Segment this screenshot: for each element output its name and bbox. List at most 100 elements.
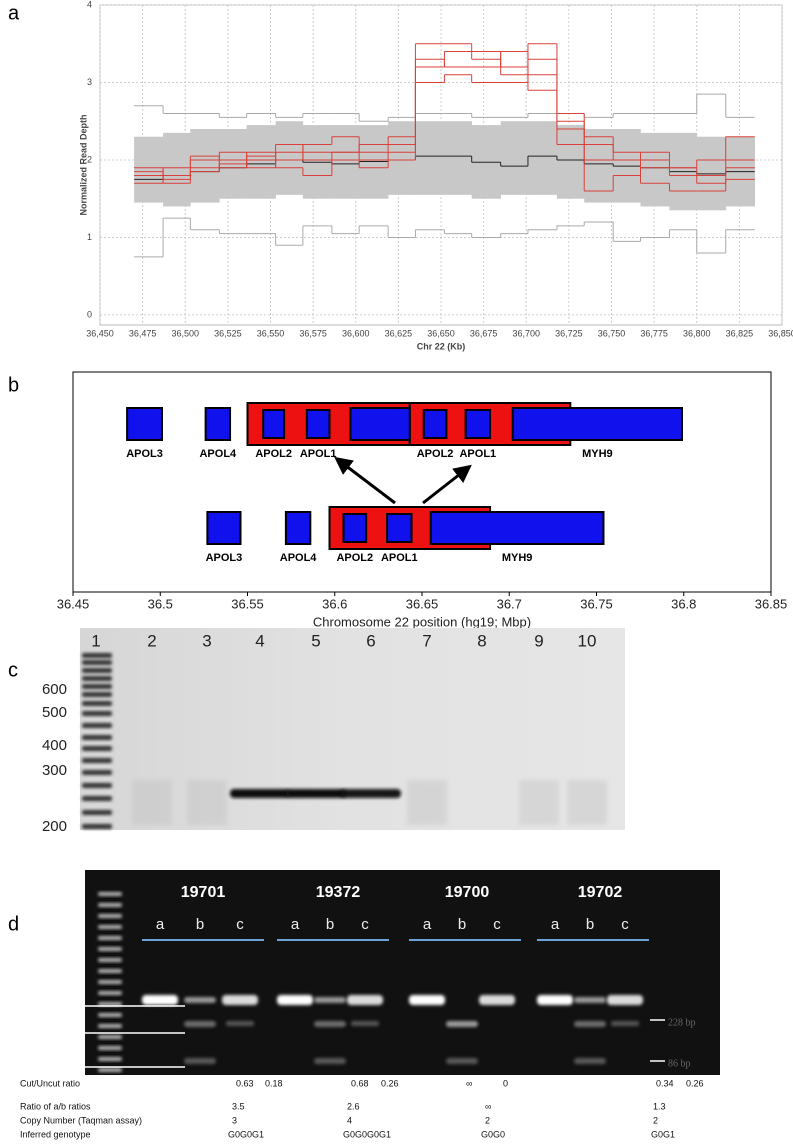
gene [511,407,684,441]
gel-band [98,1068,122,1072]
x-axis-title: Chr 22 (Kb) [417,341,466,351]
lane-label: 4 [255,631,264,650]
series [134,217,755,258]
gene-label: APOL1 [300,448,337,460]
gel-band [347,995,383,1005]
x-tick-label: 36,775 [640,328,668,338]
gel-band [82,653,112,658]
gel-band [98,1057,122,1061]
gel-band [82,824,112,829]
row-label: Inferred genotype [20,1129,91,1139]
x-tick-label: 36,825 [726,328,754,338]
panel-label: d [8,913,19,935]
gel-band [314,1021,346,1027]
x-tick-label: 36.85 [755,596,788,611]
lane-label: 6 [366,631,375,650]
gel-band [286,789,346,798]
x-tick-label: 36.7 [497,596,522,611]
panel-label: a [8,2,20,24]
lane-label: 1 [91,631,100,650]
x-tick-label: 36.75 [580,596,613,611]
gene [262,409,286,439]
ladder-label: 600 [42,681,67,698]
gel-band [222,995,258,1005]
band [444,121,472,195]
gel-band [82,746,112,751]
y-axis-title: Normalized Read Depth [78,114,88,215]
gel-band [574,1021,606,1027]
gel-smear [567,780,607,825]
lane-label: a [291,916,300,933]
gel-band [82,676,112,681]
gel-band [82,796,112,801]
x-tick-label: 36.5 [148,596,173,611]
gel-smear [187,780,227,825]
gel-band [277,995,313,1005]
gel-band [98,980,122,984]
gel-band [341,789,401,798]
gene-label: APOL1 [459,448,496,460]
gel-band [82,660,112,665]
gene [464,409,492,439]
gel-band [351,1021,379,1026]
band [500,121,529,195]
lane-label: 8 [477,631,486,650]
band [640,132,670,207]
y-tick-label: 2 [87,154,92,164]
gel-smear [407,780,447,825]
size-marker: 228 bp [668,1017,696,1028]
gel-band [184,1058,216,1064]
x-axis-title: Chromosome 22 position (hg19; Mbp) [313,614,531,629]
lane-label: c [236,916,244,933]
series [134,50,755,192]
arrow [422,464,472,505]
cell: 4 [347,1115,352,1125]
cell: G0G0G1 [228,1129,264,1139]
gene-label: APOL3 [126,448,163,460]
gel-band [82,770,112,775]
gel-smear [132,780,172,825]
lane-label: b [586,916,594,933]
panel-b: Chromosome 22 position (hg19; Mbp) 36.45… [57,371,788,629]
cell: 0 [503,1078,508,1088]
band [275,121,304,195]
x-tick-label: 36,575 [299,328,327,338]
lane-label: 10 [578,631,597,650]
panel-label: c [8,659,18,681]
gene-label: APOL1 [381,552,418,564]
gel-band [98,1013,122,1017]
gel-band [82,810,112,815]
gene-label: APOL3 [206,552,243,564]
cell: G0G0G0G1 [343,1129,391,1139]
ladder-label: 500 [42,704,67,721]
gel-band [409,995,445,1005]
gene-label: APOL4 [199,448,237,460]
cell: G0G0 [481,1129,505,1139]
cell: 2 [485,1115,490,1125]
sample-label: 19702 [578,884,623,901]
band [415,121,445,195]
y-tick-label: 0 [87,309,92,319]
row-label: Ratio of a/b ratios [20,1101,91,1111]
lane-label: a [551,916,560,933]
gene-label: APOL2 [255,448,292,460]
x-tick-label: 36.65 [406,596,439,611]
gene-label: APOL2 [417,448,454,460]
size-marker: 214 bp [14,1023,42,1034]
x-tick-label: 36,450 [86,328,114,338]
x-tick-label: 36.55 [231,596,264,611]
cell: 3.5 [232,1101,245,1111]
x-tick-label: 36.8 [671,596,696,611]
cell: 0.26 [686,1078,704,1088]
gel-band [82,723,112,728]
gel-band [98,947,122,951]
gene [386,513,413,543]
gel-band [537,995,573,1005]
cell: 0.34 [656,1078,674,1088]
gene-label: APOL4 [280,552,318,564]
cell: 2.6 [347,1101,360,1111]
x-tick-label: 36,500 [171,328,199,338]
band [331,125,360,199]
panel-c: 1 2 3 4 5 6 7 8 9 10 600 500 400 300 200 [42,628,625,835]
